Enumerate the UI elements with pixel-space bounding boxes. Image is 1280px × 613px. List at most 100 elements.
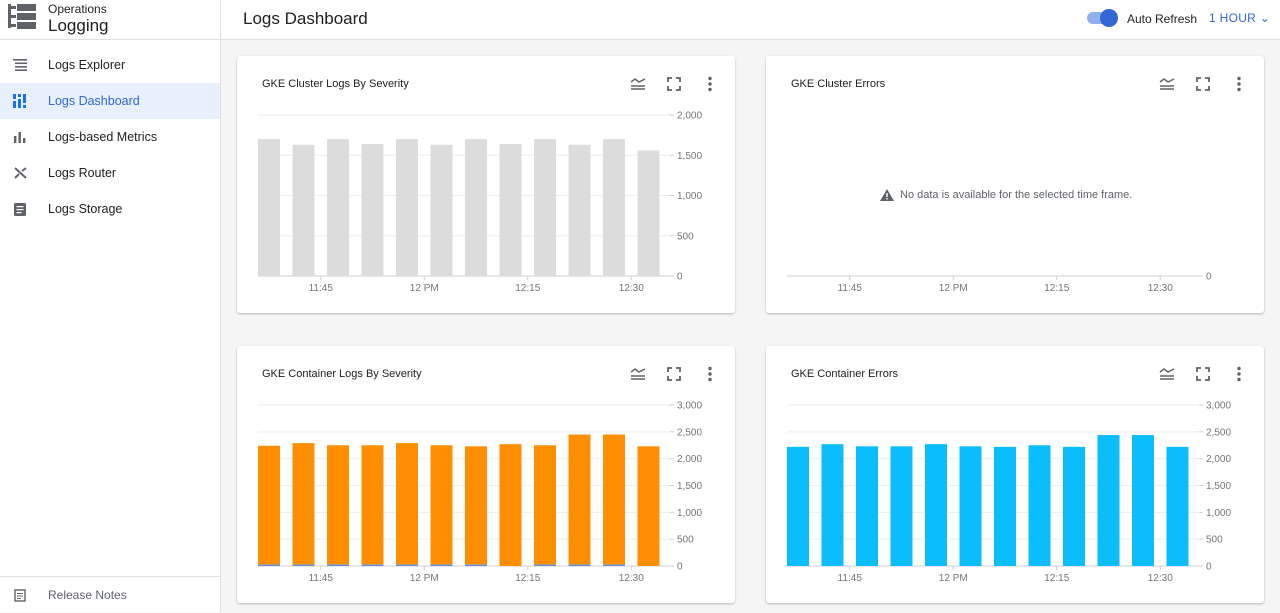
y-tick-label: 3,000 — [1206, 401, 1231, 412]
x-tick-label: 12:30 — [619, 573, 644, 584]
chart-plot: 0 500 1,000 1,500 2,000 11:45 12 PM 12:15 12:30 — [258, 111, 702, 294]
y-tick-label: 0 — [1206, 562, 1212, 573]
x-tick-label: 11:45 — [309, 283, 334, 294]
bar — [890, 446, 913, 566]
x-tick-label: 12:15 — [1044, 573, 1069, 584]
release-notes-link[interactable]: Release Notes — [0, 576, 220, 613]
x-tick-label: 12:30 — [1148, 283, 1173, 294]
y-tick-label: 500 — [677, 535, 694, 546]
no-data-text: No data is available for the selected ti… — [900, 189, 1133, 201]
x-tick-label: 12 PM — [939, 573, 968, 584]
y-tick-label: 2,500 — [1206, 427, 1231, 438]
sidebar-item-label: Logs Router — [48, 166, 117, 180]
chart-plot: 0 500 1,000 1,500 2,000 2,500 3,000 11:45 12 PM 1… — [787, 401, 1231, 584]
bar — [292, 443, 315, 565]
chart-plot: 0 11:45 12 PM 12:15 12:30 — [787, 272, 1212, 294]
legend-icon[interactable] — [1158, 75, 1176, 93]
sidebar-item-label: Logs Explorer — [48, 58, 126, 72]
bar — [994, 446, 1016, 566]
bar — [465, 139, 487, 276]
brand: Operations Logging — [0, 0, 220, 40]
bar — [258, 564, 280, 566]
x-tick-label: 12:15 — [515, 283, 540, 294]
x-tick-label: 12:30 — [1148, 573, 1173, 584]
y-tick-label: 1,500 — [1206, 481, 1231, 492]
more-vert-icon[interactable] — [701, 75, 719, 93]
x-tick-label: 11:45 — [838, 573, 863, 584]
auto-refresh-toggle[interactable] — [1087, 9, 1121, 27]
sidebar-item-logs-explorer[interactable]: Logs Explorer — [0, 47, 220, 83]
bar — [959, 446, 982, 566]
legend-icon[interactable] — [1158, 365, 1176, 383]
sidebar-item-label: Logs-based Metrics — [48, 130, 158, 144]
bar — [361, 564, 384, 566]
bar — [534, 564, 556, 566]
y-tick-label: 500 — [1206, 535, 1223, 546]
chevron-down-icon: ⌄ — [1259, 11, 1271, 25]
bar — [603, 564, 625, 566]
logging-logo-icon — [8, 4, 36, 29]
x-tick-label: 12:30 — [619, 283, 644, 294]
y-tick-label: 1,000 — [677, 508, 702, 519]
bar-chart-icon — [12, 129, 28, 145]
brand-subtitle: Operations — [48, 2, 107, 16]
bar — [1028, 445, 1051, 566]
x-tick-label: 12:15 — [1044, 283, 1069, 294]
sidebar-item-logs-router[interactable]: Logs Router — [0, 155, 220, 191]
fullscreen-icon[interactable] — [665, 75, 683, 93]
bar — [430, 445, 453, 565]
bar — [534, 445, 556, 565]
bar — [603, 139, 625, 276]
x-tick-label: 11:45 — [309, 573, 334, 584]
x-tick-label: 12 PM — [410, 283, 439, 294]
bar — [603, 434, 625, 565]
bar — [821, 444, 844, 566]
card-actions — [629, 75, 719, 93]
bar — [568, 564, 591, 566]
y-tick-label: 1,500 — [677, 481, 702, 492]
sidebar-item-logs-storage[interactable]: Logs Storage — [0, 191, 220, 227]
bar — [292, 564, 315, 566]
bar — [465, 564, 487, 566]
bar — [396, 443, 418, 565]
bar — [361, 143, 384, 276]
time-range-select[interactable]: 1 HOUR ⌄ — [1209, 11, 1270, 25]
more-vert-icon[interactable] — [1230, 365, 1248, 383]
legend-icon[interactable] — [629, 365, 647, 383]
legend-icon[interactable] — [629, 75, 647, 93]
fullscreen-icon[interactable] — [1194, 75, 1212, 93]
top-bar: Logs Dashboard Auto Refresh 1 HOUR ⌄ — [221, 0, 1280, 40]
bar — [499, 143, 522, 276]
time-range-value: 1 HOUR — [1209, 11, 1257, 25]
sidebar-item-logs-based-metrics[interactable]: Logs-based Metrics — [0, 119, 220, 155]
card-title: GKE Container Logs By Severity — [262, 368, 422, 380]
warning-icon — [880, 189, 894, 201]
bar — [361, 445, 384, 565]
page-title: Logs Dashboard — [243, 9, 368, 28]
bar — [327, 139, 349, 276]
more-vert-icon[interactable] — [1230, 75, 1248, 93]
y-tick-label: 1,000 — [677, 191, 702, 202]
card-actions — [1158, 365, 1248, 383]
more-vert-icon[interactable] — [701, 365, 719, 383]
auto-refresh-label: Auto Refresh — [1127, 12, 1198, 26]
bar — [327, 564, 349, 566]
bar — [258, 445, 280, 565]
fullscreen-icon[interactable] — [665, 365, 683, 383]
card-title: GKE Cluster Errors — [791, 78, 886, 90]
x-tick-label: 12 PM — [410, 573, 439, 584]
x-tick-label: 12:15 — [515, 573, 540, 584]
card-title: GKE Container Errors — [791, 368, 898, 380]
bar — [1132, 435, 1154, 566]
x-tick-label: 11:45 — [838, 283, 863, 294]
chart-card-cluster-logs: 0 500 1,000 1,500 2,000 11:45 12 PM 12:15 12:30 … — [237, 56, 735, 313]
bar — [396, 139, 418, 276]
fullscreen-icon[interactable] — [1194, 365, 1212, 383]
card-title: GKE Cluster Logs By Severity — [262, 78, 409, 90]
card-actions — [1158, 75, 1248, 93]
bar — [465, 446, 487, 565]
sidebar-item-logs-dashboard[interactable]: Logs Dashboard — [0, 83, 220, 119]
storage-icon — [12, 201, 28, 217]
notes-icon — [12, 587, 28, 603]
y-tick-label: 2,000 — [1206, 454, 1231, 465]
